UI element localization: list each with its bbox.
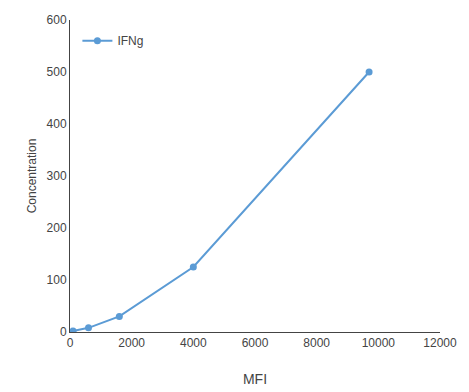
svg-text:Concentration: Concentration <box>25 139 39 214</box>
svg-text:400: 400 <box>47 117 67 131</box>
svg-text:4000: 4000 <box>180 336 207 350</box>
svg-text:IFNg: IFNg <box>117 34 143 48</box>
svg-text:12000: 12000 <box>423 336 457 350</box>
svg-text:0: 0 <box>67 336 74 350</box>
svg-text:6000: 6000 <box>242 336 269 350</box>
svg-text:0: 0 <box>60 325 67 339</box>
svg-text:600: 600 <box>47 13 67 27</box>
svg-text:100: 100 <box>47 273 67 287</box>
svg-text:8000: 8000 <box>303 336 330 350</box>
svg-text:2000: 2000 <box>118 336 145 350</box>
svg-text:MFI: MFI <box>243 371 267 387</box>
svg-text:500: 500 <box>47 65 67 79</box>
svg-text:200: 200 <box>47 221 67 235</box>
svg-text:300: 300 <box>47 169 67 183</box>
svg-text:10000: 10000 <box>362 336 396 350</box>
